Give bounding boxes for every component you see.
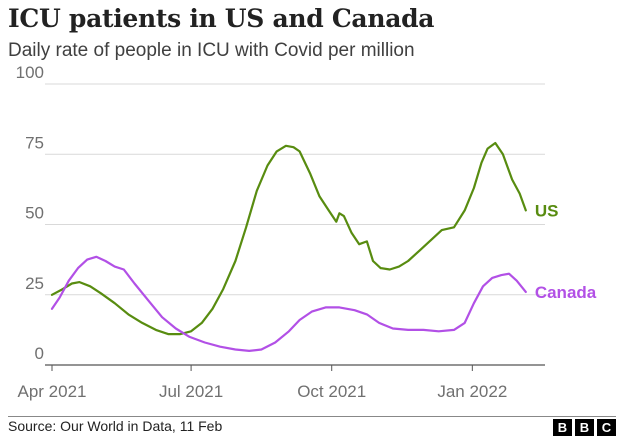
y-axis-ticks: 0 25 50 75 100 [16,63,44,363]
y-tick-label: 50 [25,204,44,223]
x-tick-label: Jan 2022 [437,382,507,401]
chart-subtitle: Daily rate of people in ICU with Covid p… [8,40,415,61]
series-label-canada: Canada [535,283,597,302]
x-axis-ticks: Apr 2021 Jul 2021 Oct 2021 Jan 2022 [18,365,507,401]
footer-divider [8,416,616,417]
y-tick-label: 0 [35,344,44,363]
series-label-us: US [535,201,559,220]
line-chart: 0 25 50 75 100 Apr 2021 Jul 2021 Oct 2021 Jan 2… [16,63,597,401]
chart-title: ICU patients in US and Canada [8,4,435,33]
y-tick-label: 75 [25,133,44,152]
series-line-us [50,141,527,336]
x-tick-label: Oct 2021 [297,382,366,401]
y-tick-label: 25 [25,274,44,293]
y-tick-label: 100 [16,63,44,82]
bbc-logo-block: B [575,419,594,436]
gridlines [45,83,545,366]
series-line-canada [50,255,527,352]
source-note: Source: Our World in Data, 11 Feb [8,418,223,434]
series-lines [50,141,527,352]
x-tick-label: Jul 2021 [159,382,223,401]
bbc-logo-block: C [597,419,616,436]
series-labels: US Canada [535,201,597,301]
bbc-logo-block: B [553,419,572,436]
x-tick-label: Apr 2021 [18,382,87,401]
